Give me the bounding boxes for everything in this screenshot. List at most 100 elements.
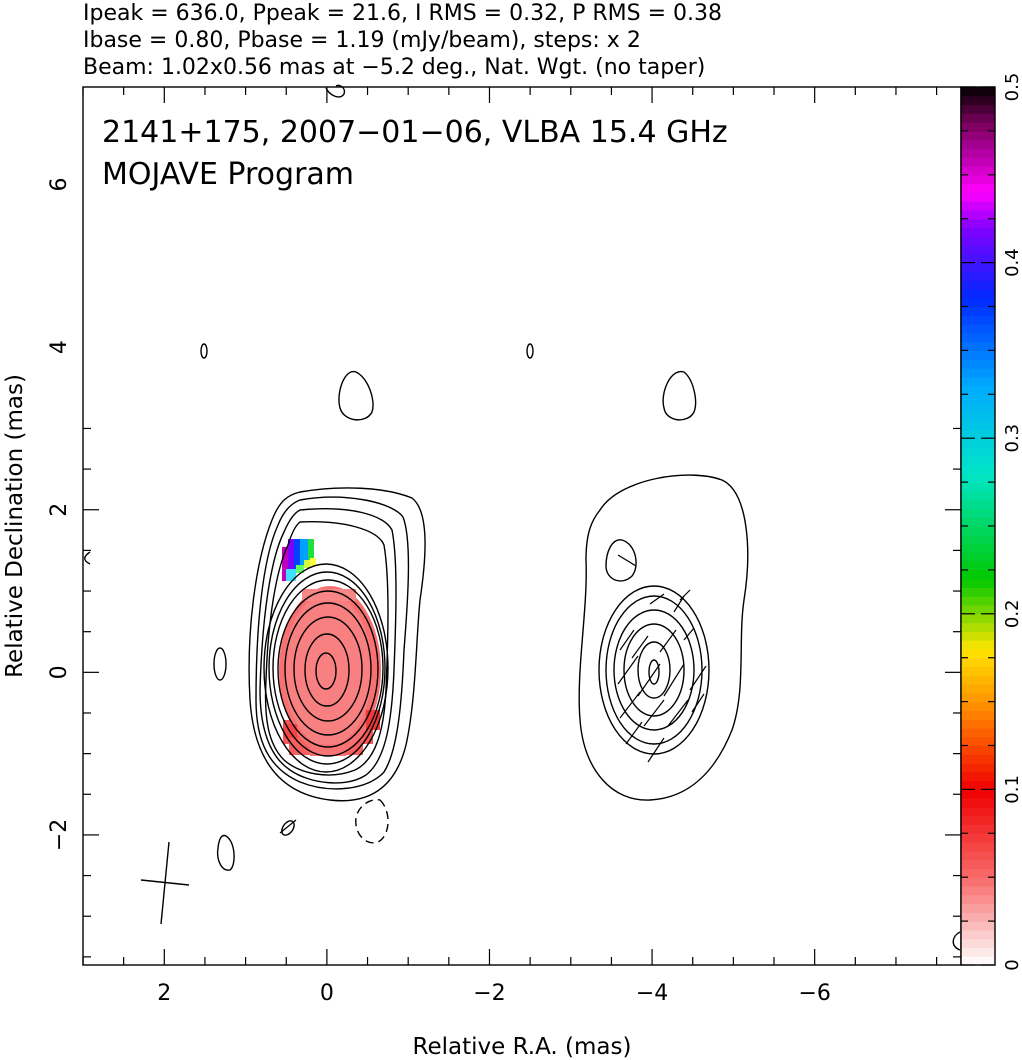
colorbar-strip bbox=[961, 842, 995, 852]
colorbar-strip bbox=[961, 692, 995, 703]
colorbar-strip bbox=[961, 903, 995, 913]
colorbar-strip bbox=[961, 666, 995, 676]
contour-level-9 bbox=[284, 602, 372, 736]
colorbar-strip bbox=[961, 956, 995, 966]
colorbar-strip bbox=[961, 429, 995, 439]
colorbar-strip bbox=[961, 130, 995, 141]
program-annotation: MOJAVE Program bbox=[102, 157, 354, 192]
colorbar-strip bbox=[961, 350, 995, 360]
pol-contour-level-4 bbox=[613, 609, 695, 731]
colorbar-strip bbox=[961, 122, 995, 132]
colorbar-strip bbox=[961, 657, 995, 668]
edge-arc-right bbox=[952, 931, 961, 951]
pol-contour-level-6 bbox=[637, 641, 671, 699]
colorbar-strip bbox=[961, 938, 995, 949]
contour-level-2 bbox=[255, 496, 410, 790]
colorbar-strip bbox=[961, 912, 995, 922]
colorbar-strip bbox=[961, 403, 995, 413]
negative-contour bbox=[355, 799, 389, 844]
colorbar-strip bbox=[961, 868, 995, 878]
blob-small-left bbox=[200, 343, 208, 359]
colorbar-strip bbox=[961, 209, 995, 220]
blob-top bbox=[325, 84, 346, 98]
header-line-3: Beam: 1.02x0.56 mas at −5.2 deg., Nat. W… bbox=[83, 55, 705, 80]
colorbar-strip bbox=[961, 745, 995, 755]
x-tick-label: 0 bbox=[320, 981, 334, 1006]
colorbar-tick-label: 0.1 bbox=[1002, 775, 1022, 804]
colorbar-strip bbox=[961, 139, 995, 150]
core-pol-region bbox=[279, 586, 381, 756]
colorbar-strip bbox=[961, 789, 995, 799]
blob-upper-right bbox=[662, 371, 697, 421]
colorbar-strip bbox=[961, 201, 995, 211]
colorbar-strip bbox=[961, 736, 995, 747]
y-tick-label: 4 bbox=[47, 340, 72, 354]
contour-level-10 bbox=[293, 616, 363, 722]
colorbar-strip bbox=[961, 833, 995, 843]
colorbar-strip bbox=[961, 104, 995, 114]
colorbar-strip bbox=[961, 464, 995, 474]
pol-contour-level-3 bbox=[605, 595, 703, 745]
pol-contour-level-7 bbox=[648, 659, 660, 685]
colorbar-strip bbox=[961, 174, 995, 185]
y-tick-labels: −2 0 2 4 6 bbox=[47, 178, 72, 852]
colorbar-strip bbox=[961, 727, 995, 738]
colorbar-strip bbox=[961, 446, 995, 457]
colorbar-strip bbox=[961, 824, 995, 834]
colorbar-strip bbox=[961, 508, 995, 518]
colorbar-strip bbox=[961, 578, 995, 589]
plot-frame bbox=[82, 86, 962, 966]
colorbar-gradient bbox=[961, 87, 995, 966]
colorbar-strip bbox=[961, 367, 995, 378]
colorbar-tick-label: 0.5 bbox=[1002, 73, 1022, 102]
colorbar-strip bbox=[961, 280, 995, 290]
colorbar-strip bbox=[961, 324, 995, 334]
colorbar-strip bbox=[961, 271, 995, 281]
colorbar-tick-label: 0 bbox=[1002, 959, 1022, 970]
colorbar-strip bbox=[961, 490, 995, 501]
colorbar-strip bbox=[961, 587, 995, 597]
colorbar-strip bbox=[961, 596, 995, 606]
colorbar-strip bbox=[961, 798, 995, 808]
y-tick-label: 2 bbox=[47, 503, 72, 517]
y-tick-label: 0 bbox=[47, 665, 72, 679]
colorbar-strip bbox=[961, 227, 995, 237]
colorbar-strip bbox=[961, 332, 995, 343]
colorbar-strip bbox=[961, 473, 995, 483]
colorbar-strip bbox=[961, 543, 995, 553]
colorbar-strip bbox=[961, 622, 995, 632]
pol-contour-level-1 bbox=[578, 474, 749, 801]
x-tick-label: −6 bbox=[798, 981, 830, 1006]
colorbar-strip bbox=[961, 306, 995, 316]
colorbar-strip bbox=[961, 315, 995, 325]
source-annotation: 2141+175, 2007−01−06, VLBA 15.4 GHz bbox=[102, 115, 728, 150]
colorbar-strip bbox=[961, 297, 995, 308]
colorbar-strip bbox=[961, 701, 995, 711]
colorbar-strip bbox=[961, 95, 995, 106]
x-tick-label: −2 bbox=[473, 981, 505, 1006]
contour-level-1 bbox=[248, 487, 426, 802]
colorbar-strip bbox=[961, 183, 995, 193]
colorbar-strip bbox=[961, 411, 995, 422]
colorbar-strip bbox=[961, 921, 995, 931]
colorbar-strip bbox=[961, 341, 995, 351]
pol-contour-blob bbox=[605, 539, 637, 582]
colorbar-strip bbox=[961, 253, 995, 264]
colorbar: 0 0.1 0.2 0.3 0.4 0.5 bbox=[960, 73, 1022, 971]
y-tick-label: 6 bbox=[47, 178, 72, 192]
header-line-2: Ibase = 0.80, Pbase = 1.19 (mJy/beam), s… bbox=[83, 28, 641, 53]
contour-level-12 bbox=[315, 652, 337, 690]
colorbar-strip bbox=[961, 148, 995, 158]
pol-contour-level-5 bbox=[623, 623, 685, 717]
colorbar-strip bbox=[961, 192, 995, 202]
axis-ticks bbox=[82, 87, 961, 965]
colorbar-strip bbox=[961, 929, 995, 940]
colorbar-strip bbox=[961, 526, 995, 536]
colorbar-strip bbox=[961, 394, 995, 404]
colorbar-tick-labels: 0 0.1 0.2 0.3 0.4 0.5 bbox=[1002, 73, 1022, 971]
colorbar-strip bbox=[961, 710, 995, 720]
colorbar-ticks bbox=[961, 86, 995, 966]
colorbar-strip bbox=[961, 166, 995, 176]
intensity-contours bbox=[84, 84, 961, 951]
colorbar-strip bbox=[961, 561, 995, 571]
